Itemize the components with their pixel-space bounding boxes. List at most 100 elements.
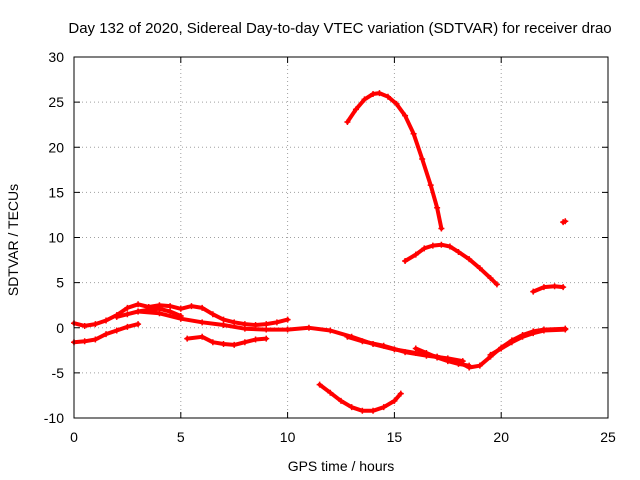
data-series	[344, 90, 445, 232]
data-point	[562, 218, 569, 225]
y-axis-label: SDTVAR / TECUs	[5, 184, 21, 296]
y-tick-label: -10	[44, 410, 64, 426]
series-line	[531, 284, 566, 294]
data-point	[344, 118, 351, 125]
data-point	[81, 322, 88, 329]
data-point	[423, 350, 430, 357]
data-point	[421, 245, 428, 252]
data-point	[220, 316, 227, 323]
data-point	[241, 325, 248, 332]
data-point	[476, 362, 483, 369]
data-point	[540, 327, 547, 334]
data-point	[370, 91, 377, 98]
data-point	[551, 283, 558, 290]
y-tick-label: 0	[56, 320, 64, 336]
data-point	[384, 93, 391, 100]
data-point	[305, 324, 312, 331]
data-point	[455, 360, 462, 367]
data-point	[188, 303, 195, 310]
data-point	[327, 327, 334, 334]
data-point	[209, 339, 216, 346]
data-point	[402, 349, 409, 356]
data-point	[124, 304, 131, 311]
plot-frame	[73, 56, 609, 419]
data-point	[397, 390, 404, 397]
data-point	[167, 308, 174, 315]
y-tick-label: -5	[52, 365, 65, 381]
data-point	[113, 327, 120, 334]
x-tick-label: 20	[493, 429, 509, 445]
data-series	[412, 345, 473, 369]
data-series	[487, 326, 569, 358]
data-point	[199, 319, 206, 326]
data-point	[156, 310, 163, 317]
data-point	[92, 321, 99, 328]
series-line	[185, 334, 269, 347]
data-point	[380, 404, 387, 411]
data-point	[412, 345, 419, 352]
data-point	[493, 281, 500, 288]
data-point	[92, 336, 99, 343]
data-point	[466, 362, 473, 369]
axis-ticks: 0 5 10 15 20 25 -10 -5 0 5 10 15 20 25 30	[44, 49, 616, 445]
data-point	[434, 204, 441, 211]
data-point	[530, 330, 537, 337]
data-point	[412, 251, 419, 258]
data-point	[167, 303, 174, 310]
data-point	[359, 338, 366, 345]
series-line	[403, 242, 499, 287]
data-point	[434, 354, 441, 361]
x-tick-label: 5	[177, 429, 185, 445]
x-tick-label: 0	[70, 429, 78, 445]
data-point	[263, 321, 270, 328]
data-point	[199, 304, 206, 311]
y-tick-label: 10	[48, 230, 64, 246]
data-series	[402, 241, 500, 288]
data-point	[284, 316, 291, 323]
data-point	[124, 311, 131, 318]
data-point	[273, 319, 280, 326]
data-point	[487, 275, 494, 282]
data-point	[359, 407, 366, 414]
data-point	[455, 248, 462, 255]
data-point	[519, 333, 526, 340]
data-point	[103, 317, 110, 324]
chart-title: Day 132 of 2020, Sidereal Day-to-day VTE…	[68, 20, 611, 37]
data-point	[220, 340, 227, 347]
data-point	[508, 339, 515, 346]
data-point	[444, 358, 451, 365]
data-point	[466, 256, 473, 263]
data-point	[220, 322, 227, 329]
data-point	[429, 242, 436, 249]
data-point	[231, 341, 238, 348]
data-point	[476, 265, 483, 272]
data-point	[402, 112, 409, 119]
data-point	[177, 305, 184, 312]
data-point	[562, 326, 569, 333]
data-series	[316, 381, 404, 414]
data-point	[284, 326, 291, 333]
data-point	[344, 333, 351, 340]
grid	[74, 57, 608, 418]
data-point	[402, 257, 409, 264]
data-point	[124, 323, 131, 330]
data-point	[419, 155, 426, 162]
data-point	[391, 397, 398, 404]
data-point	[446, 243, 453, 250]
data-point	[338, 397, 344, 404]
x-tick-label: 10	[280, 429, 296, 445]
data-point	[135, 308, 142, 315]
data-point	[487, 351, 494, 358]
y-tick-label: 15	[48, 184, 64, 200]
data-point	[376, 90, 383, 97]
data-point	[263, 335, 270, 342]
data-point	[327, 389, 334, 396]
data-point	[252, 336, 259, 343]
data-point	[530, 288, 537, 295]
data-point	[370, 407, 377, 414]
data-point	[427, 182, 434, 189]
data-point	[103, 331, 110, 338]
data-point	[177, 315, 184, 322]
data-point	[252, 322, 259, 329]
